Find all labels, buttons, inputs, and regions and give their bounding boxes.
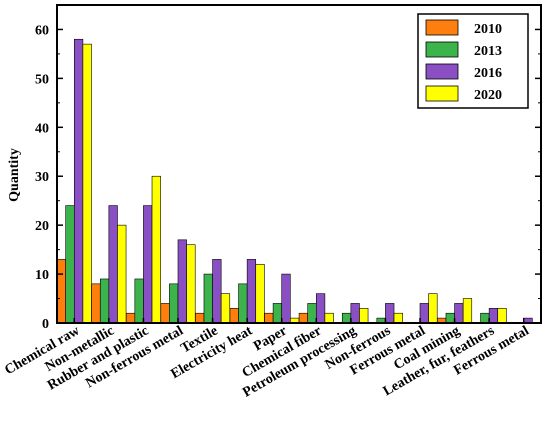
bar-2016-2: [143, 205, 153, 324]
y-tick-label: 10: [35, 268, 49, 283]
bar-2016-10: [419, 303, 429, 324]
y-tick-label: 20: [35, 219, 49, 234]
bar-2020-5: [255, 263, 265, 324]
bar-2020-11: [462, 298, 473, 324]
bar-2010-6: [264, 312, 274, 324]
bar-2010-5: [229, 308, 239, 324]
bar-2016-9: [385, 303, 395, 324]
bar-2013-11: [445, 312, 455, 324]
bar-2020-2: [151, 175, 161, 324]
bar-2013-3: [169, 283, 179, 324]
y-tick-label: 60: [35, 23, 49, 38]
legend-label-2013: 2013: [474, 44, 502, 59]
legend-label-2010: 2010: [474, 22, 502, 37]
bar-2016-8: [350, 303, 360, 324]
bar-2016-0: [73, 38, 84, 324]
legend-swatch-2016: [425, 63, 459, 80]
y-axis-label: Quantity: [7, 148, 22, 202]
bar-2020-8: [359, 308, 369, 324]
y-tick-label: 30: [35, 170, 49, 185]
legend-swatch-2020: [425, 85, 459, 102]
bar-2010-2: [125, 312, 136, 324]
bar-2013-0: [65, 205, 75, 324]
legend-label-2016: 2016: [474, 66, 502, 81]
bar-2020-0: [82, 43, 92, 324]
bar-2013-6: [272, 303, 283, 324]
bar-2013-1: [99, 278, 110, 324]
bar-2016-7: [315, 293, 326, 324]
bar-2020-12: [497, 308, 507, 324]
bar-2010-3: [160, 303, 170, 324]
legend-swatch-2010: [425, 19, 459, 36]
y-tick-label: 40: [35, 121, 49, 136]
bar-2010-4: [195, 312, 205, 324]
bar-2016-1: [108, 205, 118, 324]
bar-2020-7: [324, 312, 334, 324]
bar-2010-0: [56, 259, 66, 324]
bar-2016-5: [246, 259, 257, 324]
legend-swatch-2013: [425, 41, 459, 58]
bar-2016-12: [488, 308, 499, 324]
bar-2020-3: [186, 244, 196, 324]
plot-frame: [56, 4, 542, 324]
bar-2020-1: [117, 224, 127, 324]
bar-2013-8: [341, 312, 352, 324]
bar-2020-10: [428, 293, 438, 324]
bar-2010-7: [298, 312, 308, 324]
bar-2010-1: [91, 283, 101, 324]
bar-2020-4: [220, 293, 231, 324]
y-tick-label: 50: [35, 72, 49, 87]
bar-2013-5: [238, 283, 248, 324]
legend-label-2020: 2020: [474, 88, 502, 103]
bar-2016-11: [454, 303, 464, 324]
y-tick-label: 0: [42, 317, 49, 332]
bar-2020-9: [393, 312, 403, 324]
bar-2013-2: [134, 278, 144, 324]
bar-2016-6: [281, 273, 291, 324]
bar-2013-4: [203, 273, 213, 324]
bar-2013-12: [480, 312, 490, 324]
bar-2013-7: [307, 303, 317, 324]
bar-2016-3: [177, 239, 187, 324]
bar-2016-4: [212, 259, 222, 324]
